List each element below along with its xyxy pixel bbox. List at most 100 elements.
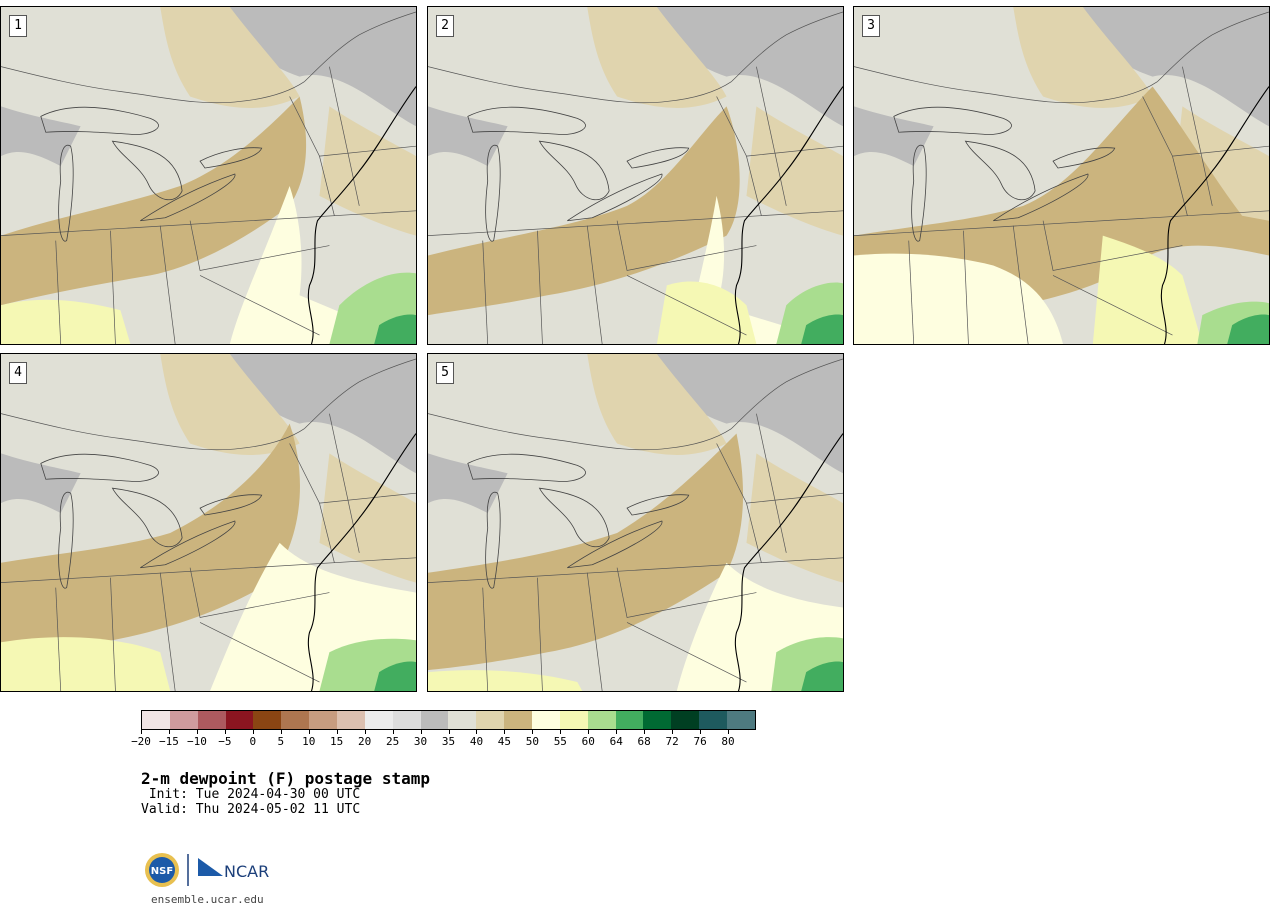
- state-border: [329, 66, 360, 206]
- colorbar-ticks: −20 −15 −10 −5 0 5 10 15 20 25 30 35 40 45 50 55 60 64 68 7…: [131, 730, 756, 750]
- great-lake-outline: [911, 144, 927, 242]
- dewpoint-region: [428, 106, 508, 167]
- colorbar-tick-label: 60: [581, 735, 595, 748]
- colorbar-swatch: [615, 711, 644, 729]
- great-lake-outline: [993, 173, 1089, 222]
- dewpoint-map-svg: [428, 7, 843, 344]
- state-border: [1, 210, 416, 236]
- colorbar-swatch: [504, 711, 533, 729]
- svg-text:NCAR: NCAR: [224, 862, 269, 881]
- dewpoint-region: [746, 106, 843, 236]
- state-border: [199, 275, 320, 336]
- member-label: 3: [862, 15, 880, 37]
- dewpoint-region: [1, 354, 161, 454]
- coastline: [307, 86, 416, 344]
- member-label: 1: [9, 15, 27, 37]
- dewpoint-region: [374, 661, 416, 691]
- colorbar-swatch: [364, 711, 393, 729]
- state-border: [329, 413, 360, 553]
- colorbar-swatch: [532, 711, 560, 729]
- ensemble-member-map-5: 5: [427, 353, 844, 692]
- colorbar-tick: [728, 730, 730, 734]
- dewpoint-region: [428, 453, 508, 514]
- colorbar-tick-label: −20: [131, 735, 151, 748]
- state-border: [428, 557, 843, 583]
- state-border: [199, 622, 320, 683]
- colorbar-swatch: [281, 711, 310, 729]
- colorbar-swatch: [671, 711, 700, 729]
- dewpoint-region: [160, 354, 300, 455]
- state-border: [1, 66, 305, 104]
- state-border: [189, 220, 330, 271]
- ensemble-member-map-1: 1: [0, 6, 417, 345]
- state-border: [159, 225, 176, 344]
- state-border: [304, 358, 416, 429]
- great-lake-outline: [140, 173, 236, 222]
- dewpoint-map-svg: [1, 7, 416, 344]
- colorbar-tick: [700, 730, 702, 734]
- colorbar-tick-label: 76: [693, 735, 707, 748]
- colorbar-tick-label: −15: [159, 735, 179, 748]
- state-border: [1012, 225, 1029, 344]
- state-border: [626, 622, 747, 683]
- coastline: [307, 433, 416, 691]
- great-lake-outline: [1052, 147, 1116, 169]
- dewpoint-region: [646, 354, 843, 474]
- colorbar-tick: [448, 730, 450, 734]
- state-border: [616, 567, 757, 618]
- dewpoint-region: [1, 96, 307, 306]
- state-border: [746, 492, 843, 504]
- dewpoint-region: [319, 106, 416, 236]
- figure-title: 2-m dewpoint (F) postage stamp: [141, 769, 430, 788]
- state-border: [55, 240, 62, 344]
- dewpoint-region: [1092, 235, 1203, 344]
- dewpoint-region: [219, 354, 416, 474]
- great-lake-outline: [199, 147, 263, 169]
- great-lake-outline: [567, 520, 663, 569]
- state-border: [428, 210, 843, 236]
- dewpoint-region: [428, 106, 740, 316]
- great-lake-outline: [567, 173, 663, 222]
- dewpoint-region: [1013, 7, 1153, 108]
- dewpoint-region: [801, 314, 843, 344]
- state-border: [1142, 96, 1188, 216]
- state-border: [482, 587, 489, 691]
- state-border: [1182, 66, 1213, 206]
- colorbar-tick: [364, 730, 366, 734]
- state-border: [1157, 11, 1269, 82]
- state-border: [537, 230, 543, 344]
- colorbar-swatch: [420, 711, 449, 729]
- colorbar-tick: [168, 730, 170, 734]
- state-border: [756, 413, 787, 553]
- dewpoint-region: [854, 253, 1063, 344]
- colorbar-swatch: [309, 711, 338, 729]
- member-label: 5: [436, 362, 454, 384]
- great-lake-outline: [40, 453, 159, 482]
- member-label: 2: [436, 15, 454, 37]
- logos: NSF NCAR: [143, 850, 278, 890]
- dewpoint-region: [428, 354, 588, 454]
- nsf-ncar-logo-icon: NSF NCAR: [145, 853, 269, 887]
- state-border: [110, 230, 116, 344]
- state-border: [304, 11, 416, 82]
- state-border: [482, 240, 489, 344]
- state-border: [428, 66, 732, 104]
- colorbar-swatch: [392, 711, 421, 729]
- colorbar-swatch: [197, 711, 226, 729]
- great-lake-outline: [467, 106, 586, 135]
- dewpoint-region: [219, 7, 416, 127]
- state-border: [110, 577, 116, 691]
- dewpoint-region: [1227, 314, 1269, 344]
- dewpoint-region: [1072, 7, 1269, 127]
- colorbar-tick-label: 25: [385, 735, 400, 748]
- colorbar-tick-label: −5: [218, 735, 232, 748]
- colorbar-tick: [280, 730, 282, 734]
- colorbar-tick-label: 15: [330, 735, 344, 748]
- colorbar-tick-label: 30: [413, 735, 428, 748]
- dewpoint-region: [1, 299, 131, 344]
- state-border: [428, 413, 732, 451]
- colorbar-tick-label: 10: [302, 735, 316, 748]
- colorbar-swatch: [643, 711, 672, 729]
- colorbar-tick: [420, 730, 422, 734]
- colorbar-tick-label: 0: [249, 735, 257, 748]
